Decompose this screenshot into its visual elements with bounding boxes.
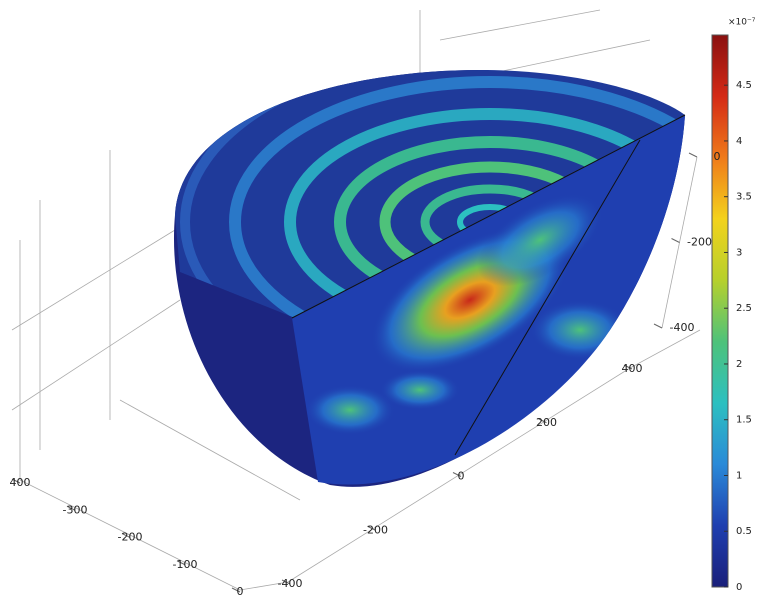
y-tick-label: 200 [536, 416, 557, 429]
colorbar-tick-label: 3.5 [736, 192, 752, 203]
colorbar-label: ×10⁻⁷ [728, 18, 756, 28]
z-tick-label: -200 [687, 236, 712, 249]
colorbar-tick-label: 1 [736, 470, 742, 481]
axis-tick [66, 505, 76, 511]
axis-tick [671, 238, 680, 243]
colorbar-tick-label: 2 [736, 359, 742, 370]
x-tick-label: -100 [173, 558, 198, 571]
axis-tick [452, 472, 462, 477]
axis-tick [281, 579, 291, 585]
y-tick-label: -200 [363, 523, 388, 536]
edge [291, 114, 686, 456]
colorbar-tick-label: 0.5 [736, 526, 752, 537]
axis-tick [688, 152, 698, 158]
axis-tick [121, 533, 131, 538]
z-tick-label: 0 [714, 150, 721, 163]
colorbar-tick-label: 4.5 [736, 80, 752, 91]
volume [173, 70, 686, 487]
x-tick-label: -200 [118, 531, 143, 544]
colorbar-tick-label: 0 [736, 582, 742, 593]
axis-tick [538, 418, 547, 424]
axis-tick [367, 525, 376, 531]
colorbar [711, 34, 729, 588]
y-tick-label: -400 [278, 577, 303, 590]
colorbar-tick-label: 2.5 [736, 303, 752, 314]
y-tick-label: 0 [458, 470, 465, 483]
colorbar-tick-label: 3 [736, 247, 742, 258]
axis-tick [11, 478, 21, 484]
axis-tick [653, 323, 663, 329]
axis-tick [623, 364, 633, 370]
x-tick-label: -300 [63, 503, 88, 516]
colorbar-tick-label: 4 [736, 136, 742, 147]
x-tick-label: 0 [237, 585, 244, 598]
y-tick-label: 400 [622, 362, 643, 375]
axis-tick [231, 587, 241, 593]
cut-pattern [305, 193, 630, 435]
z-tick-label: -400 [670, 321, 695, 334]
x-tick-label: 400 [10, 476, 31, 489]
axis-tick [176, 560, 186, 566]
colorbar-tick-label: 1.5 [736, 415, 752, 426]
